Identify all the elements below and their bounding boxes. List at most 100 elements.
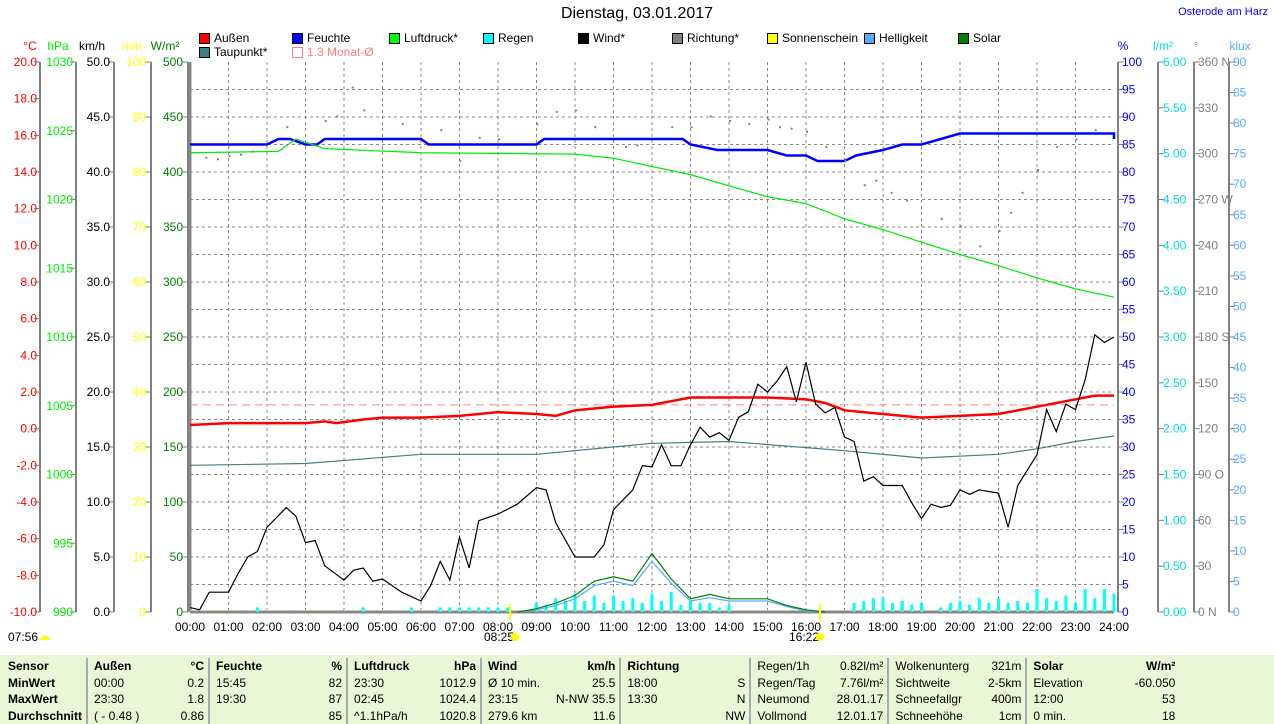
direction-point — [779, 126, 782, 129]
axis-tick-label: 100 — [163, 495, 183, 509]
axis-tick-label: 0 — [139, 605, 146, 619]
table-row: Durchschnitt( - 0.48 ) 0.86 85 ^1.1hPa/h 102… — [4, 707, 1179, 724]
table-cell: MaxWert — [8, 692, 58, 707]
axis-tick-label: 200 — [163, 385, 183, 399]
legend-label: 1.3 Monat-Ø — [307, 45, 374, 59]
x-tick-label: 07:00 — [444, 620, 474, 634]
table-cell: S — [737, 675, 746, 690]
axis-tick-label: 0 — [176, 605, 183, 619]
table-cell: 1024.4 — [439, 692, 477, 707]
table-row: Sensor Außen °C Feuchte% Luftdruck hPa Wind km/… — [4, 658, 1179, 675]
direction-point — [906, 199, 909, 202]
axis-tick-label: 50 — [170, 550, 184, 564]
sunshine-dot — [536, 610, 538, 611]
direction-point — [478, 136, 481, 139]
direction-point — [729, 120, 731, 123]
direction-point — [890, 191, 893, 194]
direction-point — [748, 123, 751, 126]
axis-tick-label: -4.0 — [16, 495, 37, 509]
axis-unit-label: % — [1118, 39, 1129, 53]
axis-unit-label: km/h — [79, 39, 105, 53]
axis-tick-label: 5.50 — [1163, 101, 1187, 115]
x-tick-label: 14:00 — [714, 620, 744, 634]
direction-point — [1094, 129, 1097, 132]
axis-tick-label: 150 — [1198, 376, 1218, 390]
sunshine-dot — [709, 610, 711, 611]
table-cell: 85 — [328, 708, 343, 723]
direction-point — [575, 109, 577, 112]
sunshine-dot — [190, 610, 191, 611]
table-cell: 0.2 — [187, 675, 205, 690]
axis-tick-label: 0.0 — [20, 422, 37, 436]
axis-tick-label: 12.0 — [14, 202, 38, 216]
direction-point — [1056, 146, 1059, 149]
axis-tick-label: 60 — [1198, 513, 1212, 527]
sunshine-dot — [421, 610, 422, 611]
axis-tick-label: -8.0 — [16, 568, 37, 582]
sunshine-dot — [671, 610, 673, 611]
legend-swatch — [199, 32, 210, 44]
sunshine-dot — [1085, 610, 1087, 611]
direction-point — [625, 146, 628, 149]
sunshine-dot — [748, 610, 750, 611]
direction-point — [940, 217, 943, 220]
rain-bar — [871, 598, 875, 612]
table-cell: 02:45 — [346, 691, 427, 708]
table-cell: Wind — [480, 658, 553, 675]
legend-label: Taupunkt* — [214, 45, 268, 59]
axis-tick-label: 270 W — [1198, 193, 1233, 207]
axis-tick-label: 30 — [133, 440, 147, 454]
axis-tick-label: -10.0 — [10, 605, 38, 619]
axis-tick-label: 18.0 — [14, 92, 38, 106]
axis-tick-label: 100 — [1122, 55, 1142, 69]
direction-point — [1010, 211, 1013, 214]
sunshine-dot — [286, 610, 288, 611]
rain-bar — [881, 598, 885, 612]
axis-tick-label: 400 — [163, 165, 183, 179]
table-cell: ^1.1hPa/h — [346, 707, 427, 724]
axis-tick-label: 250 — [163, 330, 183, 344]
sunshine-dot — [825, 610, 827, 611]
rain-bar — [900, 601, 904, 612]
direction-point — [1037, 168, 1039, 171]
sunshine-dot — [652, 610, 653, 611]
rain-bar — [679, 604, 683, 612]
axis-tick-label: 60 — [1122, 275, 1136, 289]
x-tick-label: 21:00 — [983, 620, 1013, 634]
sunshine-dot — [613, 610, 615, 611]
sunshine-dot — [430, 610, 432, 611]
sunshine-dot — [1056, 610, 1058, 611]
axis-tick-label: 50 — [1233, 299, 1247, 313]
table-cell: % — [331, 659, 343, 674]
axis-tick-label: 90 — [133, 110, 147, 124]
table-cell: 23:30 — [346, 674, 427, 691]
axis-tick-label: 1025 — [46, 124, 73, 138]
rain-bar — [1016, 601, 1020, 612]
rain-bar — [486, 607, 490, 612]
axis-tick-label: 10 — [133, 550, 147, 564]
legend-swatch — [292, 32, 303, 44]
legend-item: Wind* — [578, 31, 625, 45]
rain-bar — [535, 602, 538, 612]
sunshine-dot — [854, 610, 856, 611]
table-cell: 321m — [991, 659, 1022, 674]
sunshine-dot — [238, 610, 240, 611]
rain-bar — [968, 604, 972, 612]
sunshine-dot — [469, 610, 471, 611]
table-cell: Regen/Tag — [749, 674, 822, 691]
table-cell: Sensor — [8, 659, 49, 674]
x-tick-label: 23:00 — [1060, 620, 1090, 634]
axis-tick-label: 30.0 — [87, 275, 111, 289]
table-cell: Elevation — [1025, 674, 1110, 691]
axis-tick-label: 20.0 — [14, 55, 38, 69]
legend-swatch — [767, 32, 778, 44]
axis-tick-label: 20 — [1233, 483, 1247, 497]
sunshine-dot — [363, 610, 365, 611]
legend-item: Richtung* — [672, 31, 739, 45]
sunshine-dot — [199, 610, 201, 611]
sunshine-dot — [1027, 610, 1029, 611]
direction-point — [440, 129, 443, 132]
x-tick-label: 17:00 — [829, 620, 859, 634]
table-cell: Vollmond — [749, 707, 822, 724]
axis-tick-label: 5.0 — [93, 550, 110, 564]
